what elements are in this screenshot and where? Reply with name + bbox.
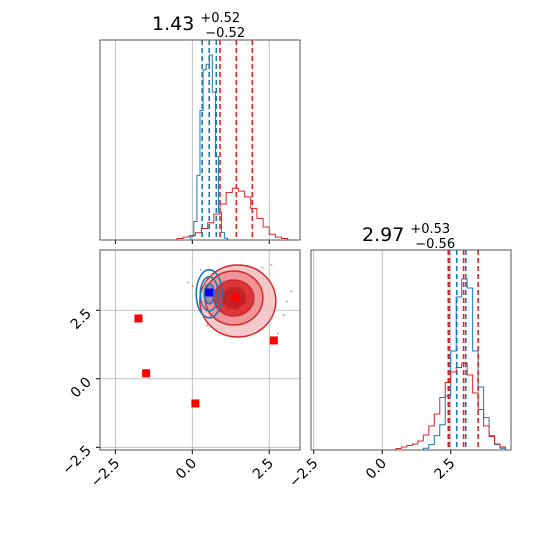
blue-contour-level-2 [199, 276, 220, 312]
sample-point [282, 314, 285, 316]
sample-point [191, 285, 194, 288]
sample-point [290, 290, 293, 293]
y-tick-label: 0.0 [68, 374, 95, 401]
sample-point [187, 281, 190, 284]
x-tick-label: 2.5 [250, 456, 277, 483]
joint-contour-panel: −2.5 0.0 2.5 −2.5 0.0 2.5 [59, 249, 301, 491]
sample-point [187, 281, 190, 284]
sample-point [199, 268, 202, 271]
red-square-marker [142, 369, 151, 378]
panel-background [311, 250, 511, 450]
param2-histogram-panel: −2.5 0.0 2.5 [286, 249, 512, 491]
param2-histogram-blue [417, 278, 507, 451]
sample-point [191, 285, 194, 288]
sample-point [290, 290, 293, 293]
sample-point [187, 281, 190, 284]
sample-point [277, 332, 279, 335]
param1-title: 1.43 +0.52 −0.52 [152, 5, 246, 41]
sample-point [261, 266, 264, 269]
param2-title-value: 2.97 [362, 224, 404, 246]
x-tick-label: −2.5 [286, 456, 321, 491]
panel-frame [99, 39, 301, 241]
sample-point [286, 300, 288, 303]
sample-point [282, 314, 285, 316]
sample-point [261, 266, 264, 269]
blue-contour-level-1 [195, 269, 224, 319]
sample-point [286, 300, 288, 303]
param2-title-plus: +0.53 [410, 222, 450, 237]
blue-square-marker [205, 288, 214, 297]
x-tick-label: 0.0 [363, 456, 390, 483]
panel-background [100, 250, 300, 450]
sample-point [261, 266, 264, 269]
sample-point [290, 290, 293, 293]
param2-title: 2.97 +0.53 −0.56 [362, 216, 456, 252]
param1-title-minus: −0.52 [205, 26, 245, 41]
sample-point [191, 285, 194, 288]
param1-title-plus: +0.52 [200, 11, 240, 26]
param2-histogram-red [395, 362, 507, 450]
red-square-marker [269, 336, 278, 345]
red-square-marker [231, 293, 240, 302]
sample-point [270, 263, 273, 266]
x-tick-label: 0.0 [173, 456, 200, 483]
sample-point [270, 263, 273, 266]
red-square-marker [191, 399, 200, 408]
sample-point [270, 263, 273, 266]
sample-point [199, 268, 202, 271]
sample-point [277, 332, 279, 335]
param2-title-minus: −0.56 [415, 237, 455, 252]
x-tick-label: −2.5 [88, 456, 123, 491]
param1-title-value: 1.43 [152, 13, 194, 35]
param1-histogram-red [176, 187, 289, 240]
sample-point [206, 324, 209, 327]
x-tick-label: 2.5 [431, 456, 458, 483]
sample-point [199, 268, 202, 271]
panel-frame [99, 249, 301, 451]
sample-point [286, 300, 288, 303]
param1-histogram-panel [99, 39, 301, 244]
y-tick-label: −2.5 [59, 443, 94, 478]
red-square-marker [134, 314, 143, 323]
panel-frame [310, 249, 512, 451]
sample-point [277, 332, 279, 335]
y-tick-label: 2.5 [68, 306, 95, 333]
sample-point [282, 314, 285, 316]
sample-point [206, 324, 209, 327]
sample-point [206, 324, 209, 327]
